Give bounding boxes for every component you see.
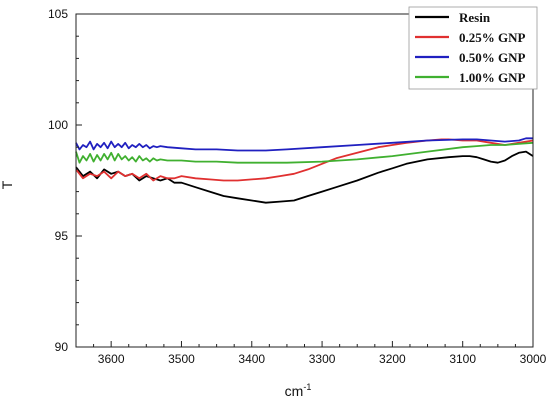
x-axis-label-text: cm — [285, 383, 304, 399]
legend-item-0.50-gnp: 0.50% GNP — [415, 50, 526, 65]
y-tick-label: 90 — [55, 340, 69, 354]
x-tick-label: 3300 — [309, 352, 336, 366]
legend-label: Resin — [459, 10, 491, 25]
series-lines — [75, 137, 534, 204]
legend-box — [408, 6, 538, 90]
x-tick-label: 3200 — [379, 352, 406, 366]
x-axis-label: cm-1 — [285, 382, 312, 399]
y-tick-label: 105 — [48, 7, 68, 21]
series-line-2 — [75, 137, 533, 152]
series-line-3 — [75, 141, 534, 164]
x-tick-label: 3000 — [520, 352, 547, 366]
x-tick-label: 3500 — [168, 352, 195, 366]
y-axis: 90 95 100 105 — [48, 7, 82, 354]
x-tick-label: 3100 — [449, 352, 476, 366]
legend-label: 0.25% GNP — [459, 30, 526, 45]
legend-item-0.25-gnp: 0.25% GNP — [415, 30, 526, 45]
y-tick-label: 100 — [48, 118, 68, 132]
legend-item-resin: Resin — [415, 10, 491, 25]
legend-label: 1.00% GNP — [459, 70, 526, 85]
x-axis: 3600 3500 3400 3300 3200 3100 3000 — [75, 341, 547, 366]
x-tick-label: 3600 — [98, 352, 125, 366]
x-axis-label-superscript: -1 — [303, 382, 311, 392]
y-axis-label: T — [0, 180, 15, 189]
y-tick-label: 95 — [55, 229, 69, 243]
x-tick-label: 3400 — [238, 352, 265, 366]
legend: Resin 0.25% GNP 0.50% GNP 1.00% GNP — [408, 6, 538, 90]
legend-label: 0.50% GNP — [459, 50, 526, 65]
legend-item-1.00-gnp: 1.00% GNP — [415, 70, 526, 85]
